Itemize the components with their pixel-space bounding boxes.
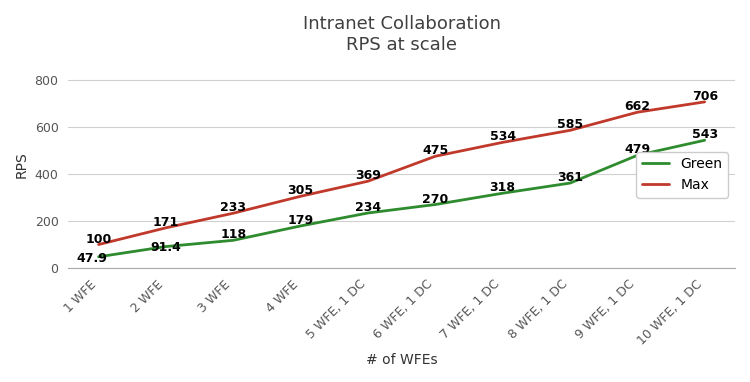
Text: 233: 233 xyxy=(220,201,246,214)
X-axis label: # of WFEs: # of WFEs xyxy=(366,353,437,367)
Green xyxy=(161,244,170,249)
Text: 91.4: 91.4 xyxy=(151,241,182,254)
Text: 179: 179 xyxy=(287,214,314,227)
Text: 369: 369 xyxy=(355,169,381,182)
Title: Intranet Collaboration
RPS at scale: Intranet Collaboration RPS at scale xyxy=(303,15,501,54)
Green xyxy=(94,254,103,259)
Green xyxy=(633,153,642,158)
Text: 305: 305 xyxy=(287,185,314,197)
Text: 706: 706 xyxy=(692,90,718,103)
Max xyxy=(633,110,642,115)
Line: Green: Green xyxy=(98,140,705,257)
Green xyxy=(498,191,507,196)
Text: 118: 118 xyxy=(220,228,246,241)
Text: 585: 585 xyxy=(557,118,583,131)
Green xyxy=(566,181,574,185)
Max xyxy=(498,140,507,145)
Text: 479: 479 xyxy=(624,143,650,156)
Max xyxy=(364,179,373,183)
Green xyxy=(430,202,439,207)
Max xyxy=(700,100,709,104)
Text: 270: 270 xyxy=(422,193,448,206)
Green xyxy=(700,138,709,142)
Max xyxy=(296,194,305,199)
Green xyxy=(296,223,305,228)
Legend: Green, Max: Green, Max xyxy=(636,152,728,198)
Y-axis label: RPS: RPS xyxy=(15,151,29,178)
Max xyxy=(161,225,170,230)
Text: 662: 662 xyxy=(624,100,650,113)
Max xyxy=(430,154,439,159)
Green xyxy=(364,211,373,215)
Text: 100: 100 xyxy=(86,233,112,246)
Max xyxy=(229,211,238,215)
Text: 475: 475 xyxy=(422,144,448,157)
Text: 361: 361 xyxy=(557,171,583,184)
Text: 171: 171 xyxy=(153,216,179,229)
Text: 534: 534 xyxy=(490,131,516,144)
Text: 543: 543 xyxy=(692,128,718,141)
Max xyxy=(94,242,103,247)
Text: 234: 234 xyxy=(355,201,381,214)
Text: 47.9: 47.9 xyxy=(76,252,107,265)
Max xyxy=(566,128,574,133)
Green xyxy=(229,238,238,243)
Text: 318: 318 xyxy=(490,181,516,194)
Line: Max: Max xyxy=(98,102,705,244)
